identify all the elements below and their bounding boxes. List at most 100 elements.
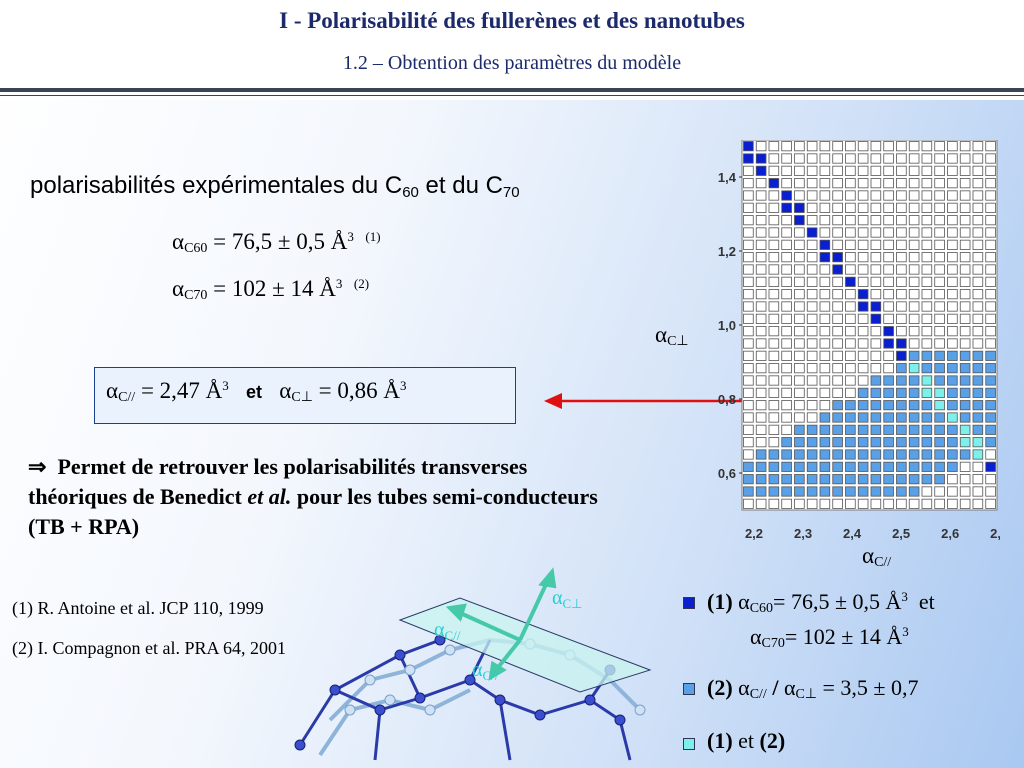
heatmap-cell bbox=[985, 264, 996, 275]
heatmap-cell bbox=[985, 153, 996, 164]
heatmap-cell bbox=[832, 190, 843, 201]
heatmap-cell bbox=[934, 449, 945, 460]
heatmap-cell bbox=[947, 363, 958, 374]
heatmap-cell bbox=[959, 313, 971, 324]
heatmap-cell bbox=[870, 412, 882, 423]
heatmap-cell bbox=[755, 437, 767, 448]
heatmap-cell bbox=[908, 178, 920, 189]
heatmap-cell bbox=[896, 387, 907, 398]
heatmap-cell bbox=[972, 375, 984, 386]
heatmap-cell bbox=[832, 400, 843, 411]
heatmap-cell bbox=[743, 190, 754, 201]
heatmap-cell bbox=[959, 252, 971, 263]
heatmap-cell bbox=[806, 202, 818, 213]
heatmap-cell bbox=[896, 276, 907, 287]
heatmap-cell bbox=[832, 301, 843, 312]
heatmap-cell bbox=[768, 178, 780, 189]
svg-text:αC//: αC// bbox=[434, 619, 461, 643]
heatmap-cell bbox=[959, 190, 971, 201]
heatmap-cell bbox=[972, 338, 984, 349]
heatmap-cell bbox=[883, 264, 894, 275]
heatmap-cell bbox=[883, 449, 894, 460]
heatmap-cell bbox=[947, 338, 958, 349]
heatmap-cell bbox=[755, 165, 767, 176]
heatmap-cell bbox=[857, 498, 869, 509]
heatmap-cell bbox=[743, 474, 754, 485]
heatmap-cell bbox=[832, 350, 843, 361]
heatmap-cell bbox=[921, 264, 933, 275]
heatmap-cell bbox=[908, 437, 920, 448]
heatmap-cell bbox=[870, 474, 882, 485]
heatmap-cell bbox=[896, 227, 907, 238]
heatmap-cell bbox=[781, 190, 792, 201]
x-tick-label: 2,5 bbox=[892, 526, 910, 541]
heatmap-cell bbox=[755, 387, 767, 398]
heatmap-cell bbox=[947, 437, 958, 448]
heatmap-cell bbox=[743, 387, 754, 398]
heatmap-cell bbox=[819, 437, 831, 448]
heatmap-cell bbox=[896, 412, 907, 423]
y-axis-label: αC⊥ bbox=[655, 322, 689, 349]
heatmap-cell bbox=[832, 424, 843, 435]
heatmap-cell bbox=[832, 141, 843, 152]
heatmap-cell bbox=[959, 400, 971, 411]
heatmap-cell bbox=[768, 252, 780, 263]
heatmap-cell bbox=[806, 264, 818, 275]
legend-swatch-1 bbox=[683, 597, 695, 609]
heatmap-cell bbox=[781, 276, 792, 287]
heatmap-cell bbox=[908, 486, 920, 497]
heatmap-cell bbox=[794, 165, 805, 176]
heatmap-cell bbox=[755, 153, 767, 164]
heatmap-cell bbox=[908, 474, 920, 485]
heatmap-cell bbox=[934, 313, 945, 324]
heatmap-cell bbox=[755, 313, 767, 324]
heatmap-cell bbox=[959, 141, 971, 152]
heatmap-cell bbox=[896, 239, 907, 250]
x-tick-label: 2,7 bbox=[990, 526, 1000, 541]
heatmap-cell bbox=[794, 449, 805, 460]
heatmap-cell bbox=[819, 387, 831, 398]
heatmap-cell bbox=[934, 178, 945, 189]
heatmap-cell bbox=[845, 461, 856, 472]
heatmap-cell bbox=[794, 461, 805, 472]
heatmap-cell bbox=[972, 190, 984, 201]
heatmap-cell bbox=[743, 215, 754, 226]
heatmap-cell bbox=[781, 498, 792, 509]
heatmap-cell bbox=[947, 202, 958, 213]
heatmap-cell bbox=[743, 486, 754, 497]
heatmap-cell bbox=[794, 264, 805, 275]
heatmap-cell bbox=[934, 363, 945, 374]
heatmap-cell bbox=[755, 252, 767, 263]
heatmap-cell bbox=[985, 400, 996, 411]
heatmap-cell bbox=[819, 313, 831, 324]
heatmap-cell bbox=[845, 313, 856, 324]
heatmap-cell bbox=[819, 215, 831, 226]
heatmap-cell bbox=[870, 264, 882, 275]
heatmap-cell bbox=[806, 338, 818, 349]
heatmap-cell bbox=[781, 326, 792, 337]
heatmap-cell bbox=[896, 498, 907, 509]
heatmap-cell bbox=[985, 227, 996, 238]
heatmap-cell bbox=[870, 227, 882, 238]
heatmap-cell bbox=[781, 215, 792, 226]
y-tick-label: 1,4 bbox=[718, 170, 737, 185]
heatmap-cell bbox=[959, 498, 971, 509]
heatmap-cell bbox=[781, 313, 792, 324]
heatmap-cell bbox=[819, 239, 831, 250]
heatmap-cell bbox=[819, 289, 831, 300]
heatmap-cell bbox=[934, 252, 945, 263]
heatmap-cell bbox=[768, 215, 780, 226]
heatmap-cell bbox=[921, 338, 933, 349]
heatmap-cell bbox=[794, 400, 805, 411]
heatmap-cell bbox=[947, 190, 958, 201]
heatmap-cell bbox=[896, 449, 907, 460]
heatmap-cell bbox=[794, 338, 805, 349]
heatmap-cell bbox=[794, 363, 805, 374]
heatmap-cell bbox=[781, 363, 792, 374]
heatmap-cell bbox=[743, 141, 754, 152]
heatmap-cell bbox=[959, 375, 971, 386]
heatmap-cell bbox=[934, 153, 945, 164]
heatmap-cell bbox=[959, 178, 971, 189]
legend-entry-2: (2) αC// / αC⊥ = 3,5 ± 0,7 bbox=[707, 675, 919, 702]
heatmap-cell bbox=[959, 486, 971, 497]
